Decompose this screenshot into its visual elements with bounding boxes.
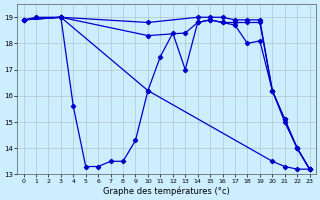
X-axis label: Graphe des températures (°c): Graphe des températures (°c) [103, 186, 230, 196]
